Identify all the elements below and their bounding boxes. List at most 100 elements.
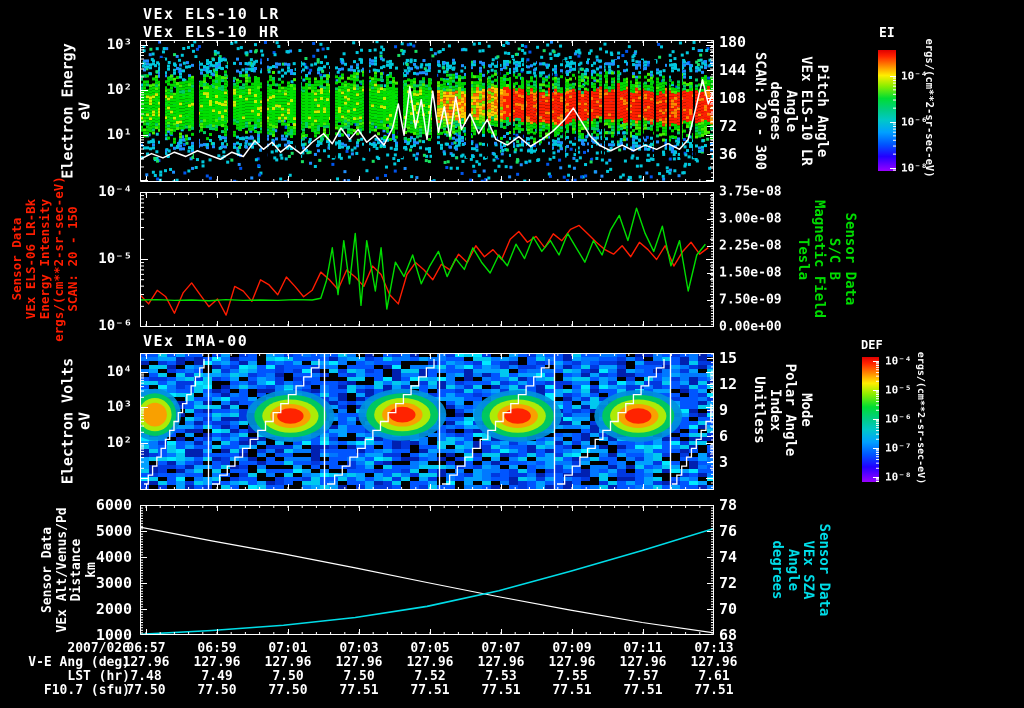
panel1-left-axis-label-line-0: Electron Energy	[58, 43, 77, 179]
panel2-left-tick-2: 10⁻⁶	[98, 318, 132, 334]
time-tick-label-0: 06:57	[126, 641, 166, 656]
panel1-right-axis-label-line-4: SCAN: 20 - 300	[751, 51, 768, 171]
table-cell-r2-c4: 7.52	[414, 669, 446, 684]
table-cell-r2-c3: 7.50	[343, 669, 375, 684]
panel2-right-tick-4: 7.50e-09	[719, 292, 782, 308]
table-cell-r3-c2: 77.50	[268, 683, 308, 698]
def-colorbar-canvas	[862, 357, 879, 482]
panel3-right-tick-2: 9	[719, 401, 729, 419]
panel2-left-axis-label-line-3: ergs/(cm**2-sr-sec-eV)	[51, 176, 66, 342]
table-cell-r1-c7: 127.96	[619, 655, 667, 670]
panel4-right-tick-0: 78	[719, 496, 738, 514]
panel2-right-tick-3: 1.50e-08	[719, 265, 782, 281]
panel1-right-tick-3: 72	[719, 117, 738, 135]
panel3-right-axis-label-line-3: Unitless	[751, 376, 768, 444]
table-cell-r3-c5: 77.51	[481, 683, 521, 698]
panel4-left-tick-2: 4000	[95, 548, 132, 566]
panel1-right-tick-1: 144	[719, 61, 747, 79]
ei-colorbar-units: ergs/(cm**2-sr-sec-eV)	[923, 38, 935, 177]
ei-colorbar-title: EI	[879, 26, 895, 41]
def-colorbar-tick-3: 10⁻⁷	[885, 441, 912, 455]
panel4-right-tick-2: 74	[719, 548, 738, 566]
panel1-right-axis-label-line-1: VEx ELS-10 LR	[798, 56, 815, 166]
intensity-bfield-canvas	[140, 192, 714, 327]
time-tick-label-3: 07:03	[339, 641, 379, 656]
ei-colorbar-tick-1: 10⁻⁶	[901, 115, 928, 129]
panel3-title: VEx IMA-00	[143, 332, 249, 350]
panel1-title-line1: VEx ELS-10 LR	[143, 5, 280, 23]
panel4-left-axis-label-line-3: km	[83, 562, 99, 578]
panel1-right-axis-label-line-3: degrees	[767, 81, 784, 141]
panel3-left-axis-label-line-1: eV	[75, 411, 93, 431]
table-cell-r3-c3: 77.51	[339, 683, 379, 698]
panel3-right-tick-4: 3	[719, 453, 729, 471]
panel1-right-axis-label-line-2: Angle	[782, 89, 799, 133]
els-spectrogram-canvas	[140, 40, 714, 182]
panel2-right-axis-label-line-3: Tesla	[795, 237, 812, 281]
panel3-right-axis-label: Mode Polar Angle Index Unitless	[751, 363, 815, 457]
panel1-left-tick-0: 10³	[106, 37, 132, 53]
table-cell-r2-c6: 7.55	[556, 669, 588, 684]
panel4-right-axis-label: Sensor Data VEx SZA Angle degrees	[769, 523, 833, 617]
panel4-right-tick-4: 70	[719, 600, 738, 618]
panel2-right-tick-2: 2.25e-08	[719, 238, 782, 254]
panel4-right-axis-label-line-3: degrees	[769, 540, 786, 600]
panel2-right-tick-1: 3.00e-08	[719, 211, 782, 227]
time-tick-label-5: 07:07	[481, 641, 521, 656]
panel3-right-axis-label-line-1: Polar Angle	[782, 363, 799, 457]
time-tick-label-2: 07:01	[268, 641, 308, 656]
panel1-right-axis-label-line-0: Pitch Angle	[813, 64, 830, 158]
altitude-sza-canvas	[140, 505, 714, 635]
panel1-right-tick-2: 108	[719, 89, 747, 107]
table-row-label-3: F10.7 (sfu)	[43, 683, 130, 698]
panel1-title-line2: VEx ELS-10 HR	[143, 23, 280, 41]
def-colorbar-tick-2: 10⁻⁶	[885, 412, 912, 426]
time-tick-label-8: 07:13	[694, 641, 734, 656]
ei-colorbar-tick-0: 10⁻⁴	[901, 69, 928, 83]
panel3-left-tick-0: 10⁴	[106, 364, 132, 380]
panel2-left-axis-label-line-0: Sensor Data	[9, 217, 24, 301]
def-colorbar-tick-1: 10⁻⁵	[885, 383, 912, 397]
panel4-right-tick-1: 76	[719, 522, 738, 540]
panel1-right-tick-0: 180	[719, 33, 747, 51]
def-colorbar-tick-0: 10⁻⁴	[885, 354, 912, 368]
panel4-right-axis-label-line-0: Sensor Data	[816, 523, 832, 617]
panel2-left-axis-label: Sensor Data VEx ELS-06 LR-Bk Energy Intens…	[9, 176, 80, 342]
table-cell-r1-c4: 127.96	[406, 655, 454, 670]
panel2-right-axis-label-line-2: Magnetic Field	[811, 199, 827, 319]
panel4-right-axis-label-line-1: VEx SZA	[800, 540, 817, 600]
panel3-left-axis-label: Electron Volts eV	[59, 358, 94, 484]
panel2-right-axis-label: Sensor Data S/C B Magnetic Field Tesla	[795, 199, 859, 319]
panel1-left-tick-1: 10²	[106, 82, 132, 98]
ima-spectrogram-canvas	[140, 353, 714, 490]
table-cell-r1-c1: 127.96	[193, 655, 241, 670]
table-cell-r3-c0: 77.50	[126, 683, 166, 698]
ei-colorbar-canvas	[878, 50, 896, 171]
panel3-left-tick-2: 10²	[106, 435, 132, 451]
table-cell-r3-c8: 77.51	[694, 683, 734, 698]
table-row-label-2: LST (hr)	[67, 669, 130, 684]
panel2-left-tick-1: 10⁻⁵	[98, 251, 132, 267]
table-row-label-1: V-E Ang (deg)	[28, 655, 130, 670]
panel3-right-axis-label-line-2: Index	[767, 388, 783, 432]
panel1-left-axis-label-line-1: eV	[75, 101, 93, 121]
panel4-left-tick-5: 1000	[95, 626, 132, 644]
def-colorbar-units-line-0: ergs/(cm**2-sr-sec-eV)	[914, 351, 926, 485]
panel2-left-axis-label-line-4: SCAN: 20 - 150	[65, 206, 80, 312]
panel4-left-axis-label-line-0: Sensor Data	[40, 526, 55, 614]
panel3-right-tick-1: 12	[719, 375, 738, 393]
table-cell-r1-c2: 127.96	[264, 655, 312, 670]
table-cell-r2-c0: 7.48	[130, 669, 162, 684]
table-cell-r2-c2: 7.50	[272, 669, 304, 684]
panel4-left-tick-3: 3000	[95, 574, 132, 592]
panel2-left-axis-label-line-1: VEx ELS-06 LR-Bk	[23, 198, 38, 320]
table-cell-r3-c4: 77.51	[410, 683, 450, 698]
panel2-right-axis-label-line-0: Sensor Data	[842, 212, 858, 306]
table-cell-r3-c1: 77.50	[197, 683, 237, 698]
panel4-right-tick-5: 68	[719, 626, 738, 644]
table-cell-r1-c5: 127.96	[477, 655, 525, 670]
panel2-right-axis-label-line-1: S/C B	[826, 237, 843, 281]
panel4-left-tick-1: 5000	[95, 522, 132, 540]
table-cell-r1-c6: 127.96	[548, 655, 596, 670]
